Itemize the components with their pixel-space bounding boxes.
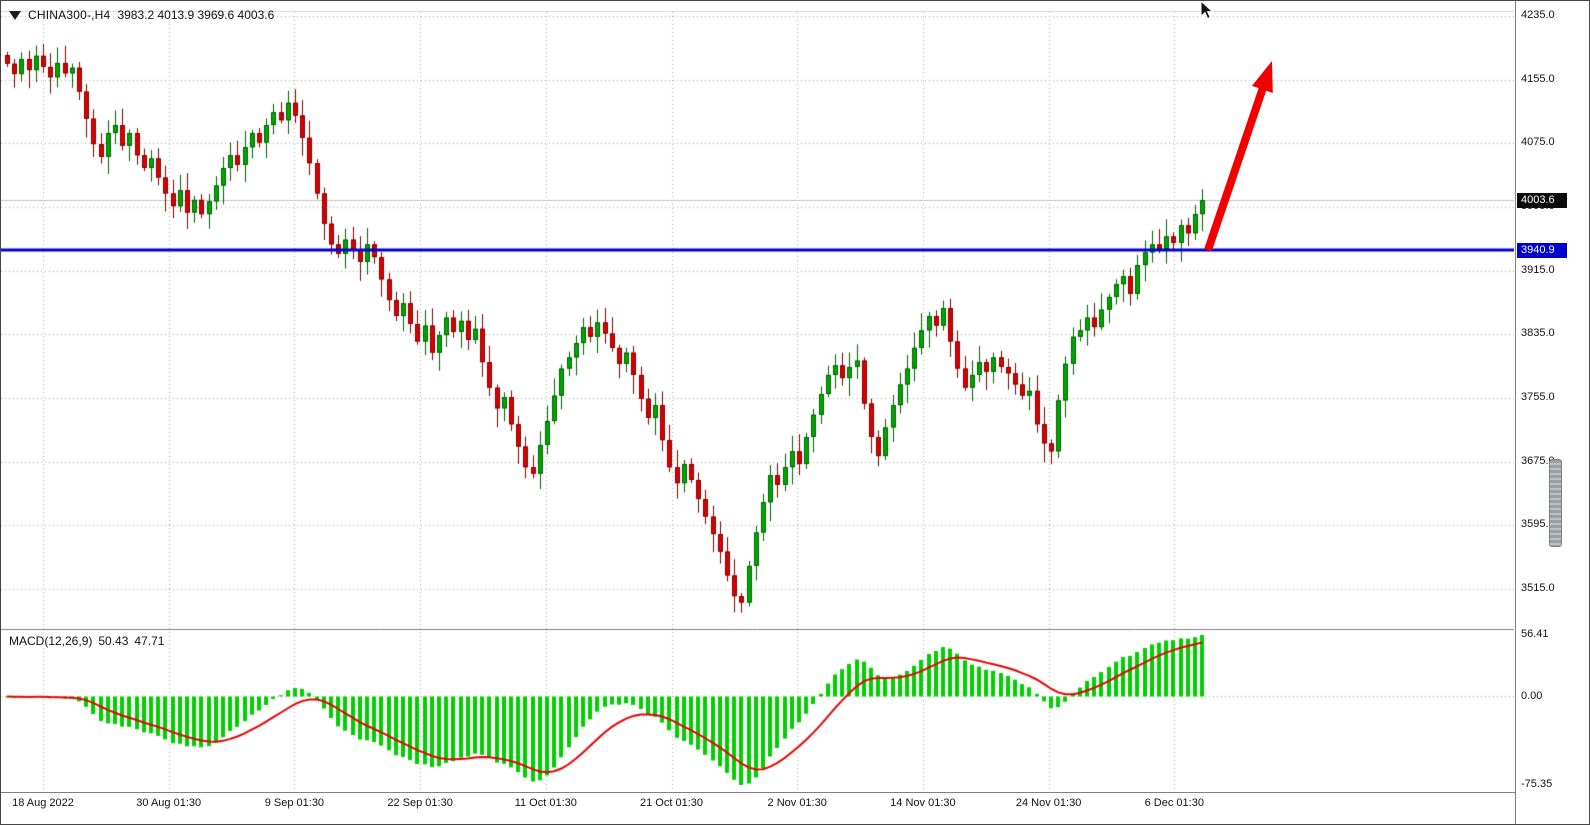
time-axis-label: 14 Nov 01:30 [890,797,956,809]
time-axis-label: 2 Nov 01:30 [767,797,827,809]
price-axis-label: 3515.0 [1521,582,1555,594]
indicator-value-macd: 50.43 [98,634,129,648]
price-axis-label: 3755.0 [1521,391,1555,403]
price-axis-label: 4155.0 [1521,72,1555,85]
mouse-cursor-icon [1200,1,1214,20]
ohlc-values: 3983.2 4013.9 3969.6 4003.6 [117,8,275,22]
hline-price-tag: 3940.9 [1517,242,1567,258]
price-axis-label: 4235.0 [1521,9,1555,21]
symbol-marker-icon [9,10,21,20]
indicator-name: MACD(12,26,9) [9,634,93,648]
last-price-tag: 4003.6 [1517,192,1567,208]
macd-axis-label: -75.35 [1521,778,1553,790]
macd-axis-label: 0.00 [1521,689,1543,702]
price-axis-strip[interactable]: 4003.6 3940.9 4235.04155.04075.03995.039… [1515,1,1589,824]
time-axis-label: 22 Sep 01:30 [387,797,453,809]
indicator-header: MACD(12,26,9) 50.43 47.71 [9,634,164,648]
scrollbar-thumb[interactable] [1549,459,1562,547]
chart-canvas[interactable] [1,1,1514,792]
symbol-title: CHINA300-,H4 [28,8,111,22]
time-axis-label: 11 Oct 01:30 [514,797,577,809]
chart-header: CHINA300-,H4 3983.2 4013.9 3969.6 4003.6 [9,8,274,22]
time-axis-label: 24 Nov 01:30 [1015,797,1082,809]
time-axis-strip[interactable]: 18 Aug 2022 30 Aug 01:30 9 Sep 01:30 22 Sep… [1,792,1515,824]
time-axis-label: 21 Oct 01:30 [640,797,703,809]
macd-axis-label: 56.41 [1521,628,1549,640]
time-axis-label: 30 Aug 01:30 [136,797,202,809]
time-axis-label: 9 Sep 01:30 [264,797,325,809]
time-axis-label: 18 Aug 2022 [12,797,74,809]
price-axis-label: 3675.0 [1521,454,1555,467]
time-axis-label: 6 Dec 01:30 [1144,797,1204,809]
price-axis-label: 4075.0 [1521,136,1555,149]
price-axis-label: 3595.0 [1521,518,1555,531]
indicator-value-signal: 47.71 [134,634,165,648]
price-axis-label: 3835.0 [1521,327,1555,340]
price-axis-label: 3915.0 [1521,263,1555,276]
